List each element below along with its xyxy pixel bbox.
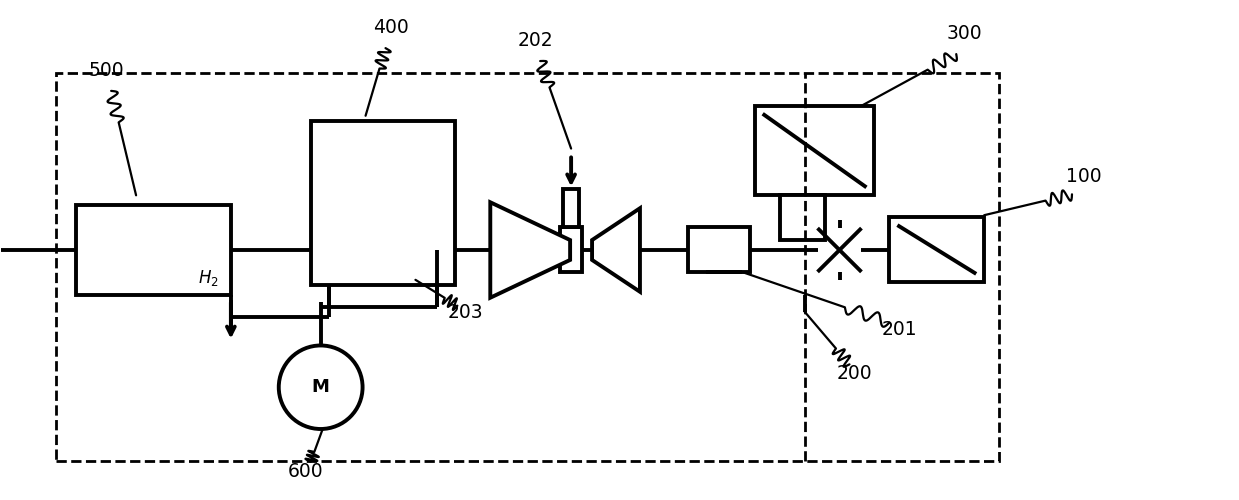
Bar bbox=[56, 73, 999, 461]
Polygon shape bbox=[592, 208, 641, 292]
Text: 600: 600 bbox=[287, 462, 323, 480]
Bar bbox=[564, 190, 579, 227]
Bar bbox=[779, 196, 824, 240]
Bar bbox=[77, 205, 230, 294]
Bar bbox=[755, 106, 875, 196]
Bar bbox=[311, 120, 456, 285]
Text: 400: 400 bbox=[373, 18, 409, 37]
Text: 100: 100 bbox=[1066, 168, 1101, 186]
Text: 201: 201 bbox=[882, 320, 917, 338]
Circle shape bbox=[279, 346, 363, 429]
Polygon shape bbox=[491, 202, 570, 298]
Text: 200: 200 bbox=[836, 364, 872, 384]
Bar bbox=[890, 217, 984, 282]
Text: 300: 300 bbox=[947, 24, 983, 43]
Text: 203: 203 bbox=[447, 302, 483, 322]
Bar bbox=[688, 227, 750, 272]
Text: $H_2$: $H_2$ bbox=[198, 268, 219, 288]
Text: 500: 500 bbox=[88, 61, 124, 80]
Text: M: M bbox=[312, 378, 330, 396]
Bar bbox=[560, 227, 582, 272]
Text: 202: 202 bbox=[518, 31, 553, 50]
